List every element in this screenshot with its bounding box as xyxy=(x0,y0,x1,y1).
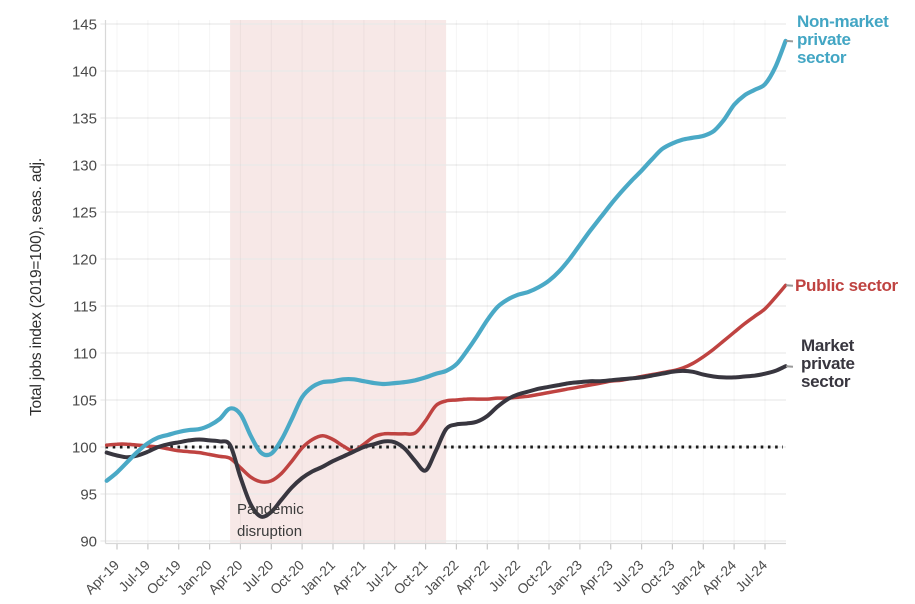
x-tick-label: Apr-23 xyxy=(576,557,616,597)
series-label-line: private xyxy=(801,354,855,373)
series-line-market-private-sector xyxy=(104,364,788,519)
series-line-public-sector xyxy=(104,283,788,484)
series-line-non-market-private-sector xyxy=(104,38,788,483)
y-tick-label: 135 xyxy=(72,111,97,128)
series-label-line: Non-market xyxy=(797,12,889,31)
x-tick-label: Apr-21 xyxy=(329,558,369,598)
y-tick-label: 100 xyxy=(72,440,97,457)
y-tick-label: 120 xyxy=(72,252,97,269)
series-label-market-private-sector: Market private sector xyxy=(801,337,855,391)
x-tick-label: Jul-24 xyxy=(733,557,770,594)
series-label-line: sector xyxy=(797,48,847,67)
y-tick-label: 110 xyxy=(73,346,97,363)
x-tick-label: Jan-22 xyxy=(421,558,461,598)
x-tick-label: Jan-24 xyxy=(668,557,709,598)
label-leader-tick xyxy=(785,365,794,368)
y-tick-label: 105 xyxy=(72,393,97,410)
series-label-line: Market xyxy=(801,336,855,355)
x-tick-label: Jan-21 xyxy=(298,558,338,598)
annotation-line: disruption xyxy=(237,523,303,540)
label-leader-tick xyxy=(785,39,794,43)
x-tick-label: Apr-19 xyxy=(82,557,122,597)
series-label-line: private xyxy=(797,30,851,49)
x-tick-label: Apr-20 xyxy=(206,557,246,597)
x-tick-label: Apr-24 xyxy=(699,557,739,597)
series-label-public-sector: Public sector xyxy=(795,277,898,295)
label-leader-tick xyxy=(785,284,794,287)
x-tick-label: Jan-23 xyxy=(545,557,586,598)
y-tick-label: 115 xyxy=(73,299,97,316)
x-tick-label: Apr-22 xyxy=(453,558,493,598)
annotation-line: Pandemic xyxy=(237,501,304,518)
x-tick-label: Jan-20 xyxy=(174,557,215,598)
y-tick-label: 95 xyxy=(80,487,97,504)
pandemic-disruption-annotation: Pandemic disruption xyxy=(237,499,304,543)
pandemic-band xyxy=(230,20,447,544)
y-tick-label: 145 xyxy=(72,17,97,34)
series-label-line: sector xyxy=(801,372,851,391)
series-label-non-market-private-sector: Non-market private sector xyxy=(797,12,889,67)
y-tick-label: 140 xyxy=(72,64,97,81)
y-axis-title: Total jobs index (2019=100), seas. adj. xyxy=(28,157,45,417)
y-tick-label: 90 xyxy=(80,534,97,551)
series-label-line: Public sector xyxy=(795,276,898,295)
y-tick-label: 125 xyxy=(72,205,97,222)
y-tick-label: 130 xyxy=(72,158,97,175)
